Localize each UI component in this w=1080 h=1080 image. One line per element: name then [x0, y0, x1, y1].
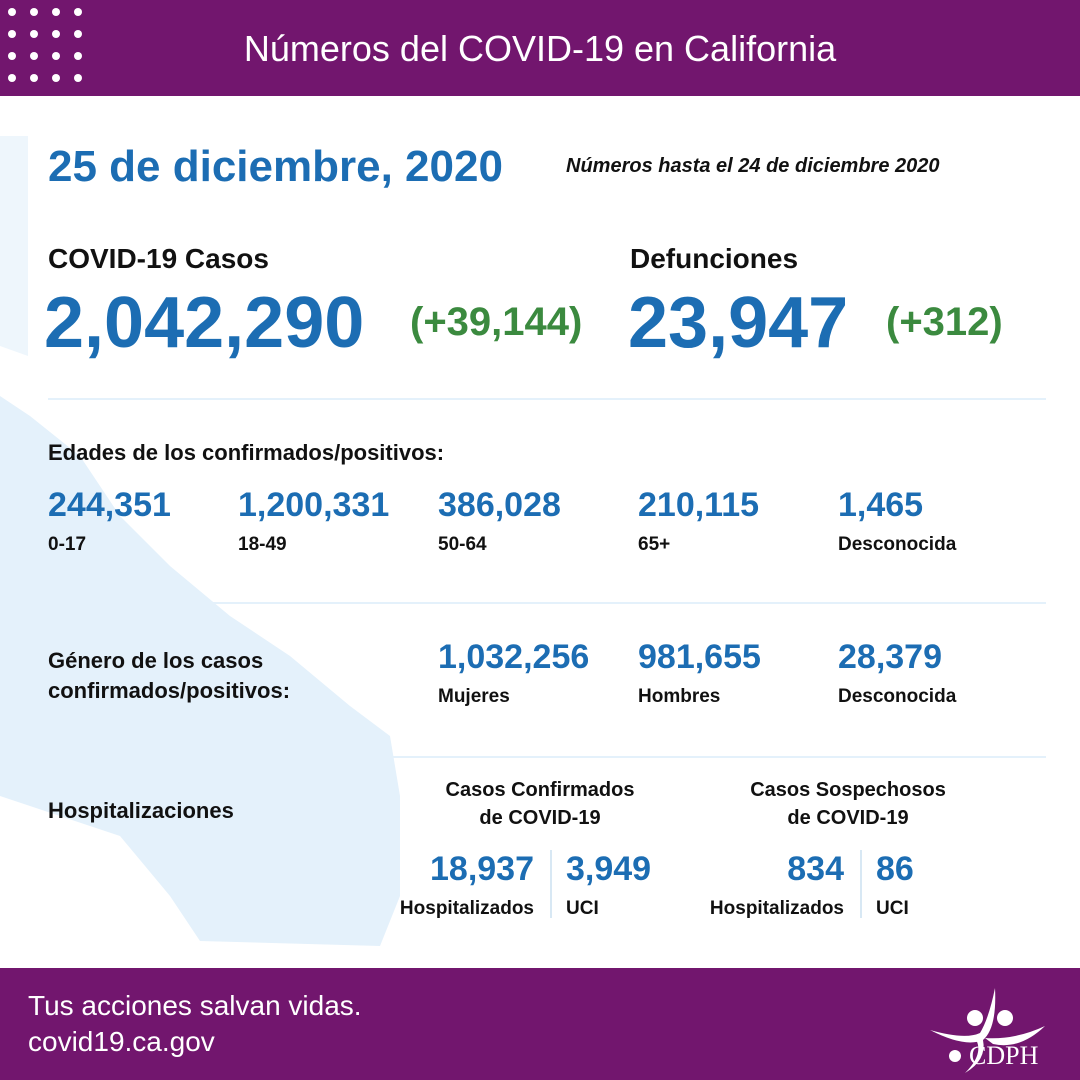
- gender-value: 28,379: [838, 638, 942, 676]
- divider: [860, 850, 862, 918]
- dot: [8, 30, 16, 38]
- age-group-value: 1,200,331: [238, 486, 390, 524]
- ages-title: Edades de los confirmados/positivos:: [48, 440, 445, 465]
- age-group-value: 1,465: [838, 486, 924, 524]
- cases-change: (+39,144): [410, 300, 583, 344]
- suspected-title-line1: Casos Sospechosos: [750, 779, 946, 801]
- suspected-title: Casos Sospechosos de COVID-19: [728, 776, 968, 832]
- gender-title-line1: Género de los casos: [48, 648, 264, 673]
- report-date: 25 de diciembre, 2020: [48, 142, 503, 191]
- cdph-logo: CDPH: [930, 988, 1045, 1073]
- dot: [30, 52, 38, 60]
- svg-text:CDPH: CDPH: [969, 1041, 1039, 1070]
- dot: [74, 52, 82, 60]
- suspected-icu-label: UCI: [876, 898, 909, 919]
- dot: [30, 74, 38, 82]
- age-group-value: 386,028: [438, 486, 561, 524]
- age-group-label: 18-49: [238, 534, 287, 555]
- page-title: Números del COVID-19 en California: [243, 28, 837, 69]
- dot: [74, 30, 82, 38]
- gender-label: Desconocida: [838, 686, 957, 707]
- footer-bar: Tus acciones salvan vidas. covid19.ca.go…: [0, 968, 1080, 1080]
- age-group-label: Desconocida: [838, 534, 957, 555]
- divider: [48, 398, 1046, 400]
- dot: [8, 74, 16, 82]
- dot: [8, 8, 16, 16]
- divider: [550, 850, 552, 918]
- cases-total: 2,042,290: [44, 283, 365, 363]
- dot: [52, 52, 60, 60]
- deaths-total: 23,947: [628, 283, 849, 363]
- dot: [74, 74, 82, 82]
- gender-label: Mujeres: [438, 686, 510, 707]
- suspected-icu-value: 86: [876, 850, 914, 888]
- header-bar: Números del COVID-19 en California: [0, 0, 1080, 96]
- hosp-title: Hospitalizaciones: [48, 798, 234, 823]
- confirmed-hospitalized-label: Hospitalizados: [399, 898, 534, 919]
- dot: [52, 74, 60, 82]
- slogan: Tus acciones salvan vidas.: [28, 990, 362, 1021]
- dot: [8, 52, 16, 60]
- age-group-label: 0-17: [48, 534, 87, 555]
- dot: [30, 30, 38, 38]
- age-group-value: 244,351: [48, 486, 171, 524]
- california-map-background: [0, 136, 400, 946]
- gender-title-line2: confirmados/positivos:: [48, 678, 291, 703]
- confirmed-title-line1: Casos Confirmados: [445, 779, 635, 801]
- age-group-value: 210,115: [638, 486, 760, 524]
- confirmed-icu-label: UCI: [566, 898, 599, 919]
- divider: [48, 756, 1046, 758]
- deaths-change: (+312): [886, 300, 1003, 344]
- as-of-note: Números hasta el 24 de diciembre 2020: [566, 155, 940, 177]
- suspected-hospitalized-value: 834: [787, 850, 844, 888]
- deaths-label: Defunciones: [630, 243, 799, 274]
- confirmed-title-line2: de COVID-19: [479, 807, 601, 829]
- dot: [52, 30, 60, 38]
- gender-value: 1,032,256: [438, 638, 590, 676]
- confirmed-icu-value: 3,949: [566, 850, 652, 888]
- age-group-label: 65+: [638, 534, 671, 555]
- divider: [48, 602, 1046, 604]
- gender-value: 981,655: [638, 638, 761, 676]
- gender-title: Género de los casos confirmados/positivos…: [48, 646, 290, 706]
- dot: [74, 8, 82, 16]
- dot: [52, 8, 60, 16]
- age-group-label: 50-64: [438, 534, 487, 555]
- cases-label: COVID-19 Casos: [48, 243, 269, 274]
- gender-label: Hombres: [638, 686, 721, 707]
- dot: [30, 8, 38, 16]
- suspected-title-line2: de COVID-19: [787, 807, 909, 829]
- website-link[interactable]: covid19.ca.gov: [28, 1026, 215, 1057]
- confirmed-hospitalized-value: 18,937: [430, 850, 534, 888]
- confirmed-title: Casos Confirmados de COVID-19: [420, 776, 660, 832]
- suspected-hospitalized-label: Hospitalizados: [709, 898, 844, 919]
